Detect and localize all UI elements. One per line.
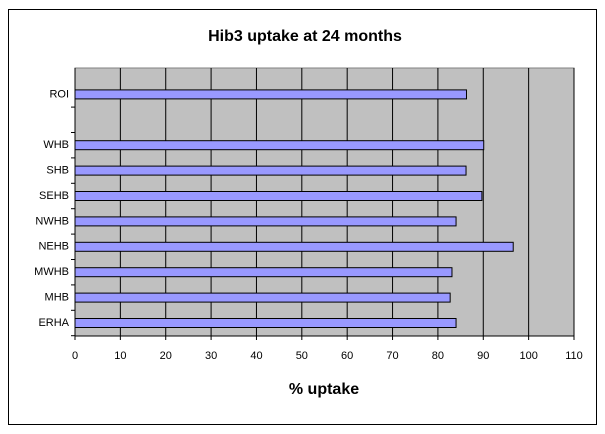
bar (74, 140, 485, 151)
x-tick-label: 110 (565, 350, 583, 362)
x-tick-label: 40 (250, 350, 262, 362)
x-tick-label: 20 (160, 350, 172, 362)
x-tick-label: 0 (72, 350, 78, 362)
y-tick-label: NWHB (35, 215, 69, 227)
x-tick-label: 10 (114, 350, 126, 362)
y-tick-label: MHB (45, 292, 69, 304)
y-tick-label: NEHB (38, 241, 69, 253)
bar (74, 241, 514, 252)
y-tick-label: SHB (46, 165, 69, 177)
x-tick-label: 50 (296, 350, 308, 362)
y-tick-label: WHB (43, 139, 69, 151)
y-tick-label: MWHB (34, 266, 69, 278)
y-tick-label: ERHA (38, 317, 69, 329)
x-axis-label: % uptake (289, 381, 359, 398)
x-tick-label: 90 (477, 350, 489, 362)
x-tick-label: 70 (386, 350, 398, 362)
chart-title: Hib3 uptake at 24 months (208, 28, 402, 45)
x-tick-label: 100 (519, 350, 537, 362)
x-tick-label: 60 (341, 350, 353, 362)
bar (74, 267, 453, 278)
y-tick-label: ROI (49, 88, 69, 100)
y-tick-label: SEHB (39, 190, 69, 202)
bar (74, 318, 457, 328)
bar (74, 216, 457, 227)
x-tick-label: 80 (432, 350, 444, 362)
bar (74, 89, 467, 100)
bar (74, 165, 467, 176)
bar (74, 292, 451, 303)
bar (74, 191, 483, 201)
plot-area (74, 67, 575, 337)
x-tick-label: 30 (205, 350, 217, 362)
